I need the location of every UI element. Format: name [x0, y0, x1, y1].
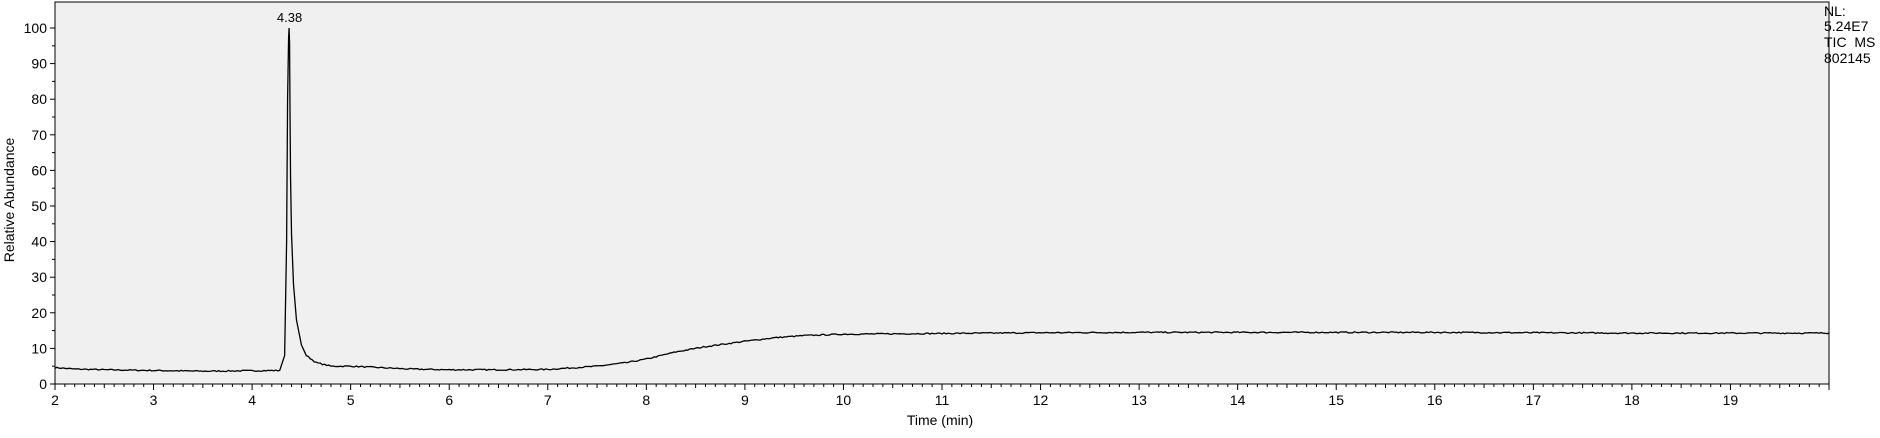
y-tick-label: 10 [31, 340, 47, 356]
y-tick-label: 40 [31, 234, 47, 250]
y-axis-title: Relative Abundance [1, 138, 17, 263]
x-tick-label: 13 [1131, 392, 1147, 408]
x-axis-title: Time (min) [907, 412, 973, 428]
x-tick-label: 18 [1624, 392, 1640, 408]
y-tick-label: 80 [31, 91, 47, 107]
x-tick-label: 15 [1328, 392, 1344, 408]
x-tick-label: 19 [1723, 392, 1739, 408]
x-tick-label: 11 [935, 392, 950, 408]
nl-label: NL: [1824, 3, 1846, 19]
x-tick-label: 12 [1033, 392, 1049, 408]
x-tick-label: 5 [347, 392, 355, 408]
x-tick-label: 7 [544, 392, 552, 408]
y-tick-label: 70 [31, 127, 47, 143]
x-tick-label: 17 [1526, 392, 1542, 408]
plot-area-background [54, 1, 1830, 385]
x-tick-label: 3 [150, 392, 158, 408]
x-tick-label: 10 [836, 392, 852, 408]
x-axis: 2 3 4 5 6 7 8 9 10 11 12 13 14 15 16 17 18 19 [51, 384, 1830, 408]
scan-filter-label: TIC MS [1824, 34, 1876, 50]
x-tick-label: 9 [741, 392, 749, 408]
y-tick-label: 60 [31, 162, 47, 178]
peak-label: 4.38 [277, 10, 302, 25]
tic-series-line [54, 27, 1830, 373]
y-tick-label: 20 [31, 305, 47, 321]
y-tick-label: 100 [24, 20, 48, 36]
x-tick-label: 14 [1230, 392, 1246, 408]
nl-value: 5.24E7 [1824, 18, 1869, 34]
peak-annotations: 4.38 [277, 10, 302, 25]
y-tick-label: 30 [31, 269, 47, 285]
x-tick-label: 8 [642, 392, 650, 408]
y-tick-label: 0 [39, 376, 47, 392]
y-axis: 0 10 20 30 40 50 60 70 80 90 100 [24, 20, 55, 392]
sample-id-label: 802145 [1824, 50, 1871, 66]
y-tick-label: 90 [31, 56, 47, 72]
x-tick-label: 4 [248, 392, 256, 408]
x-tick-label: 6 [445, 392, 453, 408]
y-tick-label: 50 [31, 198, 47, 214]
x-tick-label: 16 [1427, 392, 1443, 408]
x-tick-label: 2 [51, 392, 59, 408]
